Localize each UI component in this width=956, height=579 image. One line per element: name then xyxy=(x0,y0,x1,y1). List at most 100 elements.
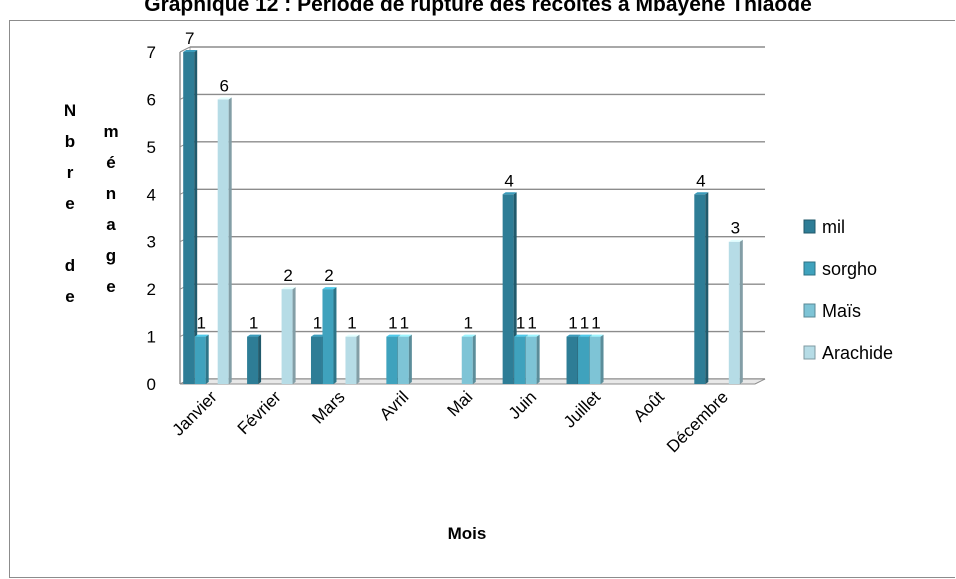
bars-layer xyxy=(183,50,743,384)
bar-top xyxy=(281,287,296,290)
x-tick-label: Mai xyxy=(444,387,477,420)
y-tick-label: 4 xyxy=(147,185,156,204)
bar xyxy=(247,336,259,384)
legend-label: mil xyxy=(822,217,845,237)
x-tick-label: Août xyxy=(630,387,668,425)
data-label: 1 xyxy=(249,314,258,333)
y-axis-title-char: e xyxy=(106,277,115,296)
bar xyxy=(217,99,229,384)
bar-side xyxy=(739,239,743,384)
legend-swatch xyxy=(803,219,816,234)
legend-label: Arachide xyxy=(822,343,893,363)
y-tick-label: 3 xyxy=(147,233,156,252)
y-axis-title-char: N xyxy=(64,101,76,120)
bar xyxy=(578,336,590,384)
bar-top xyxy=(461,334,476,337)
chart-title: Graphique 12 : Période de rupture des ré… xyxy=(144,0,812,16)
x-tick-label: Janvier xyxy=(169,387,221,439)
bar-top xyxy=(386,334,401,337)
data-label: 1 xyxy=(516,314,525,333)
data-label: 1 xyxy=(580,314,589,333)
gridline-depth xyxy=(179,46,191,53)
data-label: 1 xyxy=(400,314,409,333)
y-axis-title-char: a xyxy=(106,215,116,234)
bar-side xyxy=(194,50,198,384)
legend-label: Maïs xyxy=(822,301,861,321)
bar xyxy=(322,289,334,384)
y-axis-title-char: b xyxy=(65,132,75,151)
bar-top xyxy=(183,50,198,52)
legend-swatch xyxy=(803,261,816,276)
x-tick-label: Juillet xyxy=(560,387,604,431)
data-label: 7 xyxy=(185,29,194,48)
legend-swatch xyxy=(803,345,816,360)
x-tick-label: Février xyxy=(234,387,285,438)
bar-side xyxy=(536,334,540,384)
bar-top xyxy=(694,192,709,195)
x-tick-label: Juin xyxy=(505,387,540,422)
bar-side xyxy=(356,334,360,384)
bar-side xyxy=(228,97,232,384)
y-tick-label: 1 xyxy=(147,328,156,347)
data-label: 1 xyxy=(591,314,600,333)
bar-top xyxy=(728,239,743,242)
y-tick-label: 2 xyxy=(147,280,156,299)
bar-side xyxy=(600,334,604,384)
y-axis-title-char: n xyxy=(106,184,116,203)
bar-top xyxy=(589,334,604,337)
bar xyxy=(194,336,206,384)
bar-side xyxy=(292,287,296,384)
y-axis-title-char: d xyxy=(65,256,75,275)
data-label: 2 xyxy=(283,266,292,285)
data-label: 2 xyxy=(324,266,333,285)
axis-layer: 0 1 2 3 4 5 6 7 Janvier Février Mars Avril Mai Juin Ju… xyxy=(64,43,732,456)
bar-side xyxy=(472,334,476,384)
chart-frame xyxy=(9,20,955,578)
data-label: 1 xyxy=(464,314,473,333)
x-tick-label: Avril xyxy=(376,387,413,424)
data-label: 1 xyxy=(196,314,205,333)
y-tick-label: 7 xyxy=(147,43,156,62)
data-label: 6 xyxy=(219,76,228,95)
data-label: 1 xyxy=(568,314,577,333)
x-tick-label: Mars xyxy=(308,387,348,427)
y-axis-title-char: m xyxy=(103,122,118,141)
bar-top xyxy=(566,334,581,337)
bar-side xyxy=(258,334,262,384)
data-label: 1 xyxy=(388,314,397,333)
data-label: 4 xyxy=(696,171,705,190)
y-axis-title-char: e xyxy=(65,194,74,213)
x-axis-title: Mois xyxy=(448,524,487,543)
bar-side xyxy=(408,334,412,384)
y-axis-title-char: é xyxy=(106,153,115,172)
bar-side xyxy=(705,192,709,384)
bar xyxy=(183,52,195,384)
bar-top xyxy=(345,334,360,337)
bar-top xyxy=(525,334,540,337)
legend-swatch xyxy=(803,303,816,318)
bar xyxy=(310,336,322,384)
x-tick-label: Décembre xyxy=(663,387,732,456)
bar-side xyxy=(333,287,337,384)
bar-top xyxy=(322,287,337,290)
bar xyxy=(589,336,601,384)
bar-side xyxy=(205,334,209,384)
bar xyxy=(566,336,578,384)
bar-top xyxy=(514,334,529,337)
y-axis-title-char: r xyxy=(67,163,74,182)
bar xyxy=(281,289,293,384)
legend-label: sorgho xyxy=(822,259,877,279)
bar-top xyxy=(247,334,262,337)
bar xyxy=(525,336,537,384)
y-axis-title-char: e xyxy=(65,287,74,306)
data-label: 3 xyxy=(731,219,740,238)
bar-top xyxy=(310,334,325,337)
bar xyxy=(461,336,473,384)
bar-top xyxy=(397,334,412,337)
data-label: 4 xyxy=(504,171,513,190)
y-axis-title-char: g xyxy=(106,246,116,265)
bar-top xyxy=(194,334,209,337)
bar xyxy=(397,336,409,384)
